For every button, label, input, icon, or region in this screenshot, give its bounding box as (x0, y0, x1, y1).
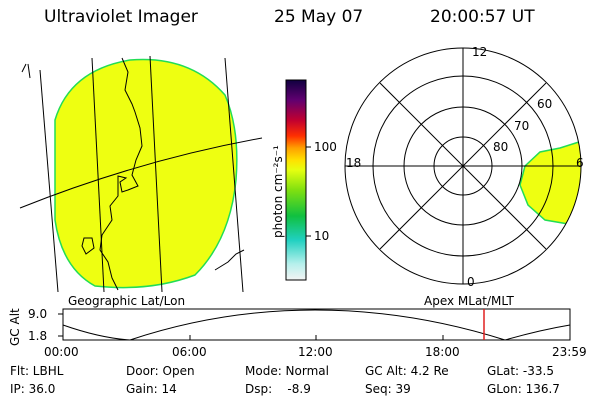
status-gain: Gain: 14 (126, 382, 177, 396)
altitude-axis-label: GC Alt (8, 308, 22, 346)
status-glat: GLat: -33.5 (487, 364, 554, 378)
altitude-tick-9: 9.0 (28, 307, 48, 321)
geographic-image (19, 55, 263, 293)
mlat-label-70: 70 (514, 119, 530, 133)
status-mode: Mode: Normal (245, 364, 329, 378)
polar-plot (344, 47, 582, 285)
status-door: Door: Open (126, 364, 195, 378)
time-tick-1800: 18:00 (425, 345, 460, 359)
colorbar (285, 79, 311, 281)
status-filter: Flt: LBHL (10, 364, 64, 378)
mlt-label-6: 6 (576, 156, 584, 170)
coastline (21, 57, 245, 291)
colorbar-tick-10: 10 (314, 229, 330, 243)
status-dsp: Dsp: -8.9 (245, 382, 311, 396)
altitude-curve (62, 309, 571, 341)
status-glon: GLon: 136.7 (487, 382, 560, 396)
time-label: 20:00:57 UT (430, 7, 535, 27)
mlt-line-diag2 (379, 82, 547, 250)
auroral-oval (519, 117, 581, 227)
altitude-frame (62, 308, 571, 341)
time-tick-2359: 23:59 (552, 345, 587, 359)
status-gc-alt: GC Alt: 4.2 Re (365, 364, 449, 378)
mlt-label-12: 12 (472, 45, 488, 59)
status-ip: IP: 36.0 (10, 382, 56, 396)
instrument-title: Ultraviolet Imager (44, 7, 198, 27)
altitude-tick-1.8: 1.8 (28, 329, 48, 343)
colorbar-tick-100: 100 (314, 140, 337, 154)
date-label: 25 May 07 (274, 7, 364, 27)
altitude-strip (58, 308, 571, 341)
apex-panel-label: Apex MLat/MLT (424, 294, 514, 308)
earth-disc (54, 58, 238, 289)
mlat-label-80: 80 (493, 140, 509, 154)
mlt-label-0: 0 (467, 275, 475, 289)
mlat-label-60: 60 (537, 97, 553, 111)
colorbar-unit-label: photon cm⁻²s⁻¹ (271, 145, 285, 238)
colorbar-gradient (285, 79, 307, 281)
geographic-panel-label: Geographic Lat/Lon (68, 294, 186, 308)
time-tick-0600: 06:00 (172, 345, 207, 359)
time-tick-0000: 00:00 (44, 345, 79, 359)
time-tick-1200: 12:00 (298, 345, 333, 359)
mlt-label-18: 18 (346, 156, 362, 170)
status-seq: Seq: 39 (365, 382, 411, 396)
